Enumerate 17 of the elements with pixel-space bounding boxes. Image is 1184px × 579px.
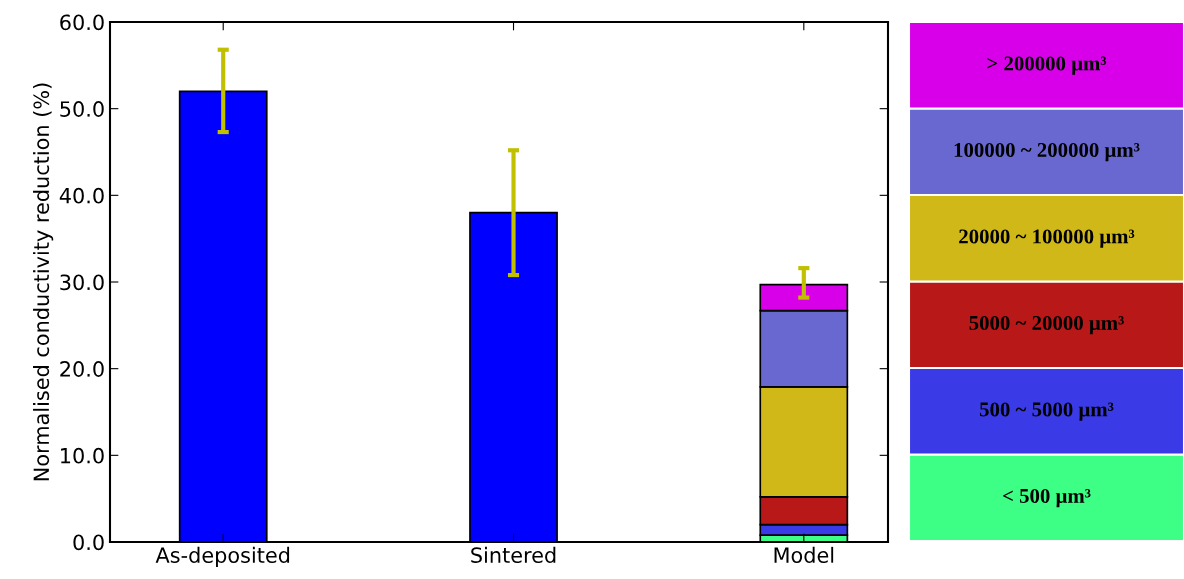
y-tick-label: 10.0: [61, 447, 104, 464]
y-axis-title: Normalised conductivity reduction (%): [33, 83, 54, 481]
text: > 200000 μm³: [987, 56, 1107, 75]
x-tick-label: Sintered: [471, 546, 556, 563]
text: 5000 ~ 20000 μm³: [969, 315, 1124, 335]
y-tick-label: 50.0: [60, 101, 104, 117]
text: 20000 ~ 100000 μm³: [959, 229, 1135, 248]
x-tick-label: As-deposited: [155, 546, 290, 568]
y-tick-label: 20.0: [60, 361, 104, 377]
text: < 500 μm³: [1003, 488, 1091, 508]
text: 100000 ~ 200000 μm³: [954, 142, 1140, 162]
y-tick-label: 40.0: [59, 187, 104, 204]
text: 500 ~ 5000 μm³: [979, 402, 1114, 421]
y-tick-label: 30.0: [60, 274, 104, 291]
y-tick-label: 60.0: [60, 14, 104, 31]
y-tick-label: 0.0: [73, 534, 104, 551]
x-tick-label: Model: [774, 546, 834, 563]
